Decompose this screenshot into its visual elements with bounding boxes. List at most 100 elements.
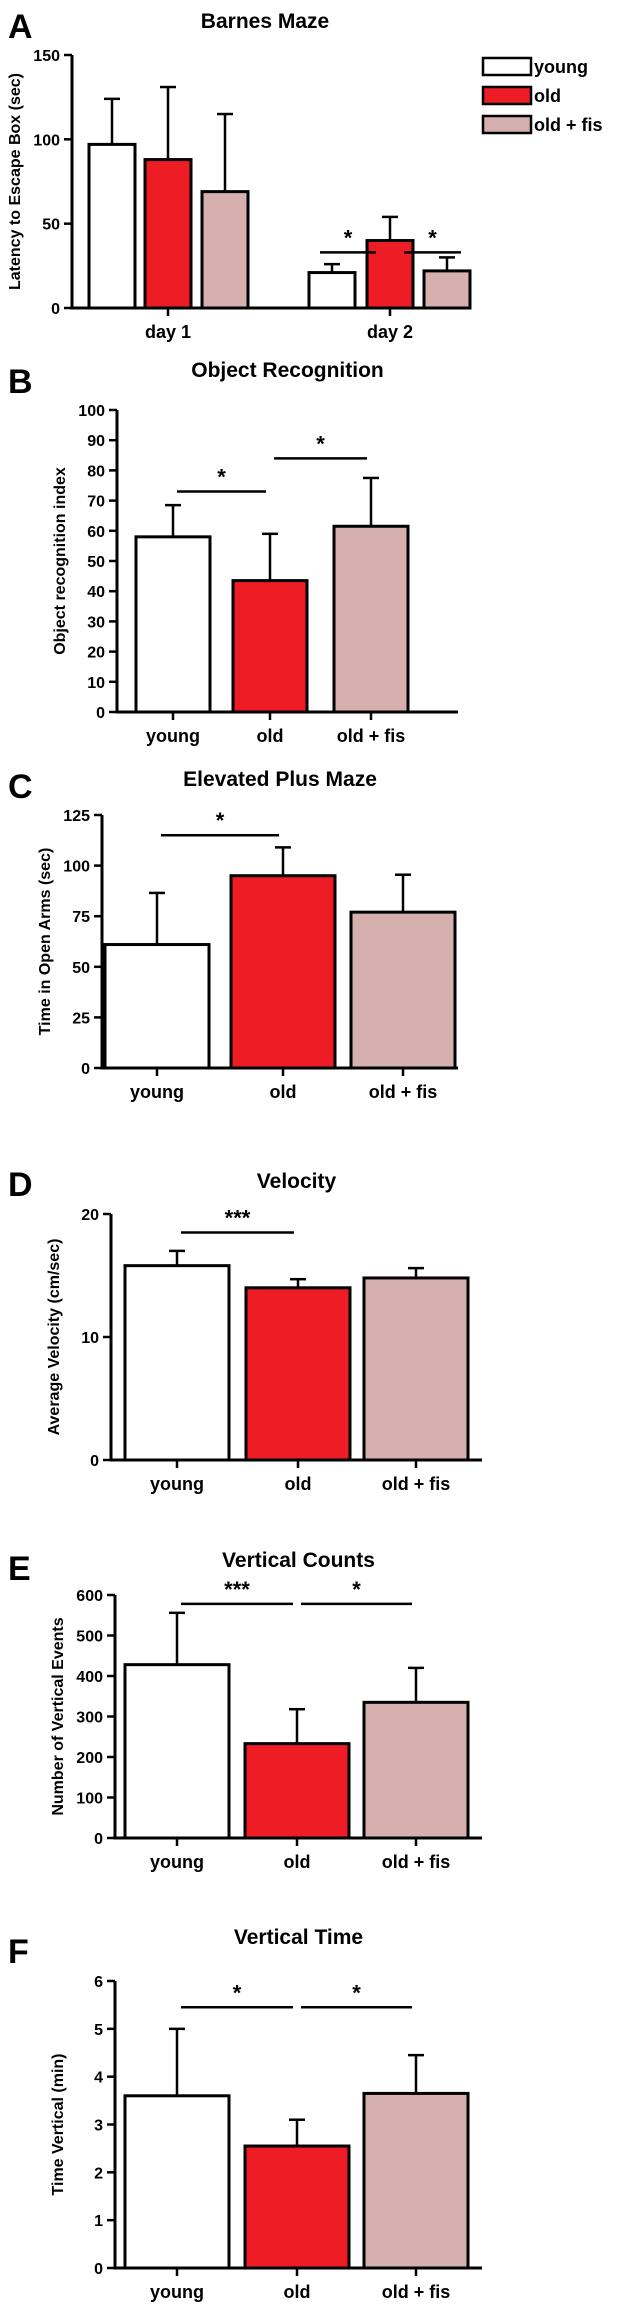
bar-old-fis-1-bar [200,190,250,310]
significance-marker: * [217,465,226,490]
x-tick-label: day 1 [145,322,191,342]
y-tick-label: 90 [87,433,105,450]
y-tick-label: 100 [33,132,60,149]
panel-letter: E [8,1550,31,1588]
y-axis-label: Latency to Escape Box (sec) [7,73,24,290]
legend-swatch-old-fis [481,114,533,135]
legend-label-old-fis: old + fis [534,115,603,135]
y-tick-label: 125 [63,808,90,825]
x-tick-label: young [150,1474,204,1494]
x-tick-label: old [257,726,284,746]
significance-marker: * [316,431,325,456]
panel-letter: A [8,8,33,46]
y-tick-label: 50 [87,554,105,571]
x-tick-label: old + fis [369,1082,438,1102]
chart-panel-a: A Barnes Maze Latency to Escape Box (sec) 0… [7,8,603,342]
chart-title: Vertical Counts [222,1549,375,1572]
chart-panel-b: B Object Recognition Object recognition in… [8,359,458,746]
y-tick-label: 500 [76,1629,103,1646]
x-tick-label: young [130,1082,184,1102]
y-tick-label: 5 [94,2022,103,2039]
x-tick-label: young [150,2282,204,2302]
y-tick-label: 3 [94,2118,103,2135]
bar-old-bar [244,1286,352,1462]
significance-marker: * [216,808,225,833]
significance-marker: *** [224,1577,250,1602]
y-tick-label: 1 [94,2213,103,2230]
y-tick-label: 0 [51,301,60,318]
y-tick-label: 50 [72,960,90,977]
significance-marker: * [233,1980,242,2005]
bar-young-1-bar [87,142,137,310]
chart-panel-d: D Velocity Average Velocity (cm/sec) 0 10 20 y… [8,1166,482,1494]
y-tick-label: 30 [87,614,105,631]
bar-old-bar [243,2144,351,2270]
x-tick-label: old [284,2282,311,2302]
y-tick-label: 100 [63,859,90,876]
bar-old-fis-bar [362,2091,470,2270]
panel-letter: C [8,768,33,806]
x-tick-label: old [270,1082,297,1102]
y-axis-label: Time in Open Arms (sec) [37,848,54,1036]
y-tick-label: 0 [96,705,105,722]
y-tick-label: 6 [94,1974,103,1991]
legend-swatch-young [481,56,533,77]
chart-title: Elevated Plus Maze [183,768,377,791]
y-tick-label: 20 [81,1207,99,1224]
y-tick-label: 0 [94,2261,103,2278]
significance-marker: * [352,1980,361,2005]
panel-letter: D [8,1166,33,1204]
y-tick-label: 200 [76,1750,103,1767]
significance-marker: * [344,225,353,250]
bar-old-bar [243,1742,351,1840]
significance-marker: *** [225,1205,251,1230]
y-tick-label: 40 [87,584,105,601]
x-tick-label: old [284,1852,311,1872]
chart-panel-e: E Vertical Counts Number of Vertical Event… [8,1549,482,1872]
bar-old-bar [231,579,309,714]
bar-old-fis-bar [349,910,457,1070]
chart-panel-c: C Elevated Plus Maze Time in Open Arms (se… [8,768,458,1102]
legend-swatch-old [481,85,533,106]
bar-young-bar [123,1663,231,1840]
y-tick-label: 150 [33,48,60,65]
x-tick-label: old + fis [382,1474,451,1494]
y-tick-label: 50 [42,217,60,234]
x-tick-label: old [285,1474,312,1494]
bar-young-bar [103,943,211,1070]
y-axis-label: Number of Vertical Events [50,1617,67,1815]
x-tick-label: day 2 [367,322,413,342]
y-tick-label: 400 [76,1669,103,1686]
y-tick-label: 75 [72,909,90,926]
y-tick-label: 80 [87,463,105,480]
x-tick-label: old + fis [382,1852,451,1872]
x-tick-label: young [146,726,200,746]
y-tick-label: 2 [94,2165,103,2182]
y-tick-label: 100 [78,403,105,420]
bar-old-bar [229,874,337,1070]
y-tick-label: 0 [81,1061,90,1078]
bar-old-1-bar [143,158,193,310]
bar-old-fis-bar [362,1276,470,1462]
bar-young-2-bar [307,271,357,310]
chart-title: Velocity [257,1170,337,1193]
chart-title: Vertical Time [234,1926,363,1949]
x-tick-label: old + fis [337,726,406,746]
panel-letter: F [8,1933,29,1971]
x-tick-label: young [150,1852,204,1872]
y-tick-label: 300 [76,1710,103,1727]
chart-title: Barnes Maze [201,10,329,33]
y-tick-label: 0 [90,1453,99,1470]
bar-old-fis-bar [332,524,410,714]
y-axis-label: Average Velocity (cm/sec) [46,1239,63,1436]
bar-old-2-bar [365,239,415,310]
bar-old-fis-bar [362,1700,470,1840]
y-axis-label: Object recognition index [52,467,69,655]
x-tick-label: old + fis [382,2282,451,2302]
significance-marker: * [352,1577,361,1602]
y-tick-label: 20 [87,645,105,662]
significance-marker: * [428,225,437,250]
y-tick-label: 4 [94,2070,103,2087]
y-tick-label: 70 [87,494,105,511]
